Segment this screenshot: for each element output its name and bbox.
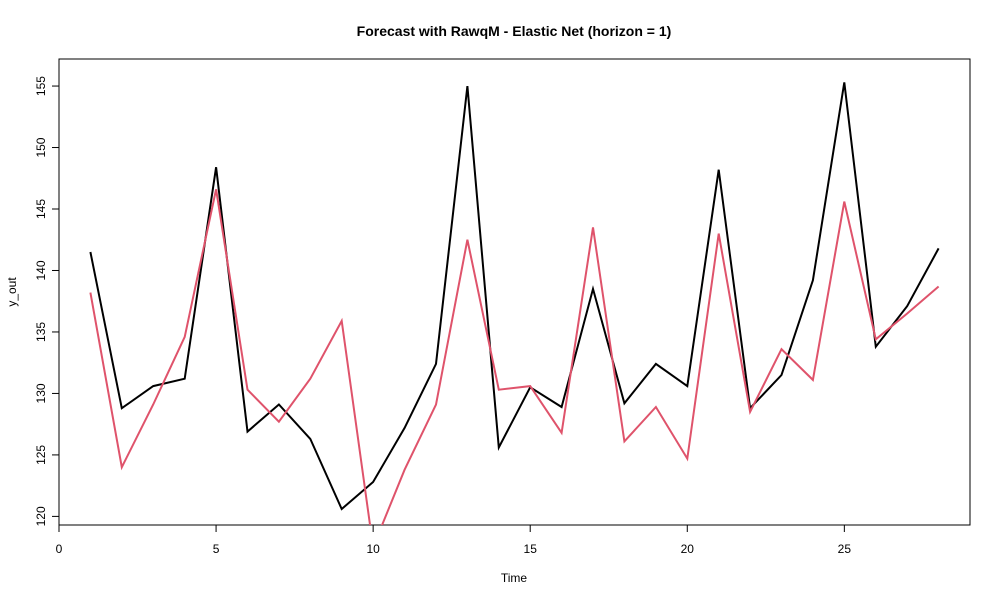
y-tick-label: 130 [34,383,48,403]
y-tick-label: 135 [34,322,48,342]
y-axis-label: y_out [5,277,19,307]
series-layer [89,82,940,525]
series-line-1 [89,82,940,511]
plot-frame [58,58,971,526]
y-tick-label: 125 [34,445,48,465]
x-tick-label: 0 [56,542,63,556]
y-tick-label: 150 [34,137,48,157]
y-tick-label: 140 [34,260,48,280]
y-tick-label: 145 [34,199,48,219]
x-axis: 0 5 10 15 20 25 [56,524,852,556]
chart-title: Forecast with RawqM - Elastic Net (horiz… [357,23,672,39]
x-tick-label: 10 [366,542,380,556]
y-axis: 120 125 130 135 140 145 150 155 [34,76,60,526]
x-axis-label: Time [501,571,528,585]
y-tick-label: 155 [34,76,48,96]
x-tick-label: 20 [681,542,695,556]
y-tick-label: 120 [34,506,48,526]
x-tick-label: 5 [213,542,220,556]
x-tick-label: 25 [838,542,852,556]
x-tick-label: 15 [524,542,538,556]
series-line-2 [89,189,940,525]
